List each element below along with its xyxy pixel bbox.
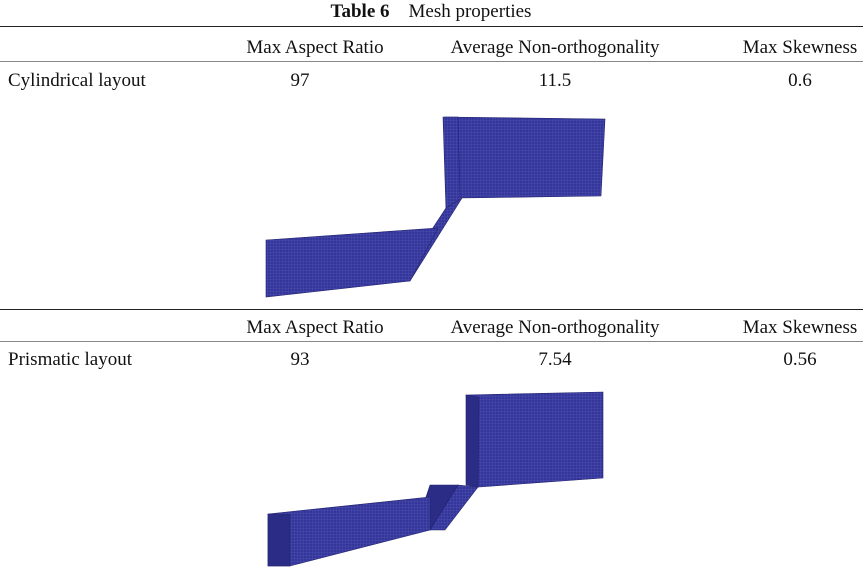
mesh-figures [0, 0, 863, 579]
cylindrical-mesh [266, 117, 605, 297]
prismatic-mesh [268, 392, 603, 566]
page: Table 6 Mesh properties Max Aspect Ratio… [0, 0, 863, 579]
